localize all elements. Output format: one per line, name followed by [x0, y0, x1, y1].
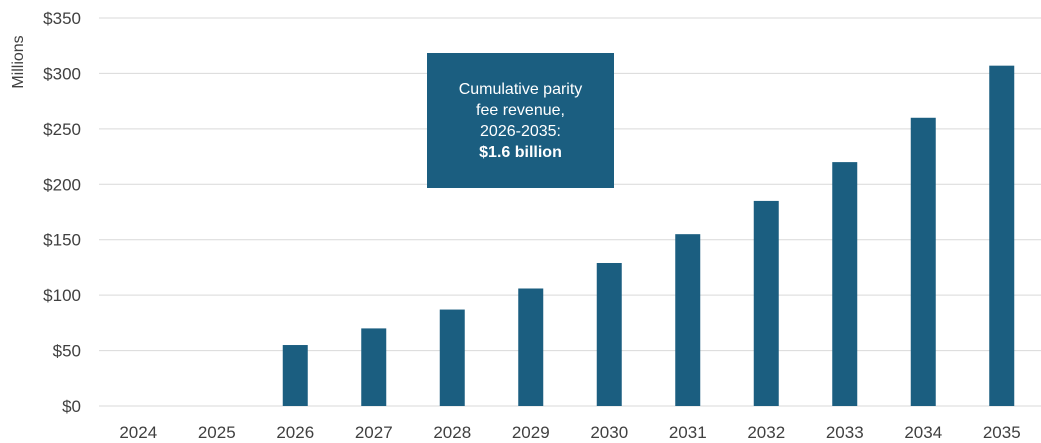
annotation-total: $1.6 billion	[479, 143, 562, 161]
bar-2033	[832, 162, 858, 406]
annotation-callout: Cumulative parity fee revenue, 2026-2035…	[427, 53, 614, 188]
x-tick-label: 2026	[276, 423, 314, 442]
x-tick-label: 2028	[433, 423, 471, 442]
x-tick-label: 2025	[198, 423, 236, 442]
y-tick-label: $300	[43, 64, 81, 83]
y-tick-label: $350	[43, 9, 81, 28]
y-tick-label: $200	[43, 175, 81, 194]
annotation-line-2: fee revenue,	[476, 101, 565, 119]
bar-2026	[282, 345, 308, 406]
x-tick-label: 2034	[904, 423, 942, 442]
x-tick-label: 2035	[983, 423, 1021, 442]
y-tick-label: $50	[53, 342, 81, 361]
y-tick-label: $250	[43, 120, 81, 139]
x-tick-label: 2027	[355, 423, 393, 442]
x-tick-label: 2024	[119, 423, 157, 442]
bar-2034	[910, 117, 936, 407]
annotation-line-1: Cumulative parity	[458, 80, 583, 98]
bars	[282, 65, 1015, 407]
bar-2030	[596, 262, 622, 406]
annotation-line-3: 2026-2035:	[480, 122, 561, 140]
y-tick-label: $100	[43, 286, 81, 305]
bar-2035	[989, 65, 1015, 406]
bar-2028	[439, 309, 465, 406]
x-tick-label: 2029	[512, 423, 550, 442]
x-axis-ticks: 2024 2025 2026 2027 2028 2029 2030 2031 2032 2033…	[119, 423, 1020, 442]
bar-2029	[518, 288, 544, 406]
y-axis-ticks: $0 $50 $100 $150 $200 $250 $300 $350	[43, 9, 81, 416]
x-tick-label: 2032	[747, 423, 785, 442]
y-tick-label: $150	[43, 231, 81, 250]
y-axis-label: Millions	[10, 35, 27, 88]
bar-2032	[753, 200, 779, 406]
y-tick-label: $0	[62, 397, 81, 416]
x-tick-label: 2033	[826, 423, 864, 442]
bar-2027	[361, 328, 387, 406]
x-tick-label: 2031	[669, 423, 707, 442]
bar-2031	[675, 234, 701, 406]
x-tick-label: 2030	[590, 423, 628, 442]
